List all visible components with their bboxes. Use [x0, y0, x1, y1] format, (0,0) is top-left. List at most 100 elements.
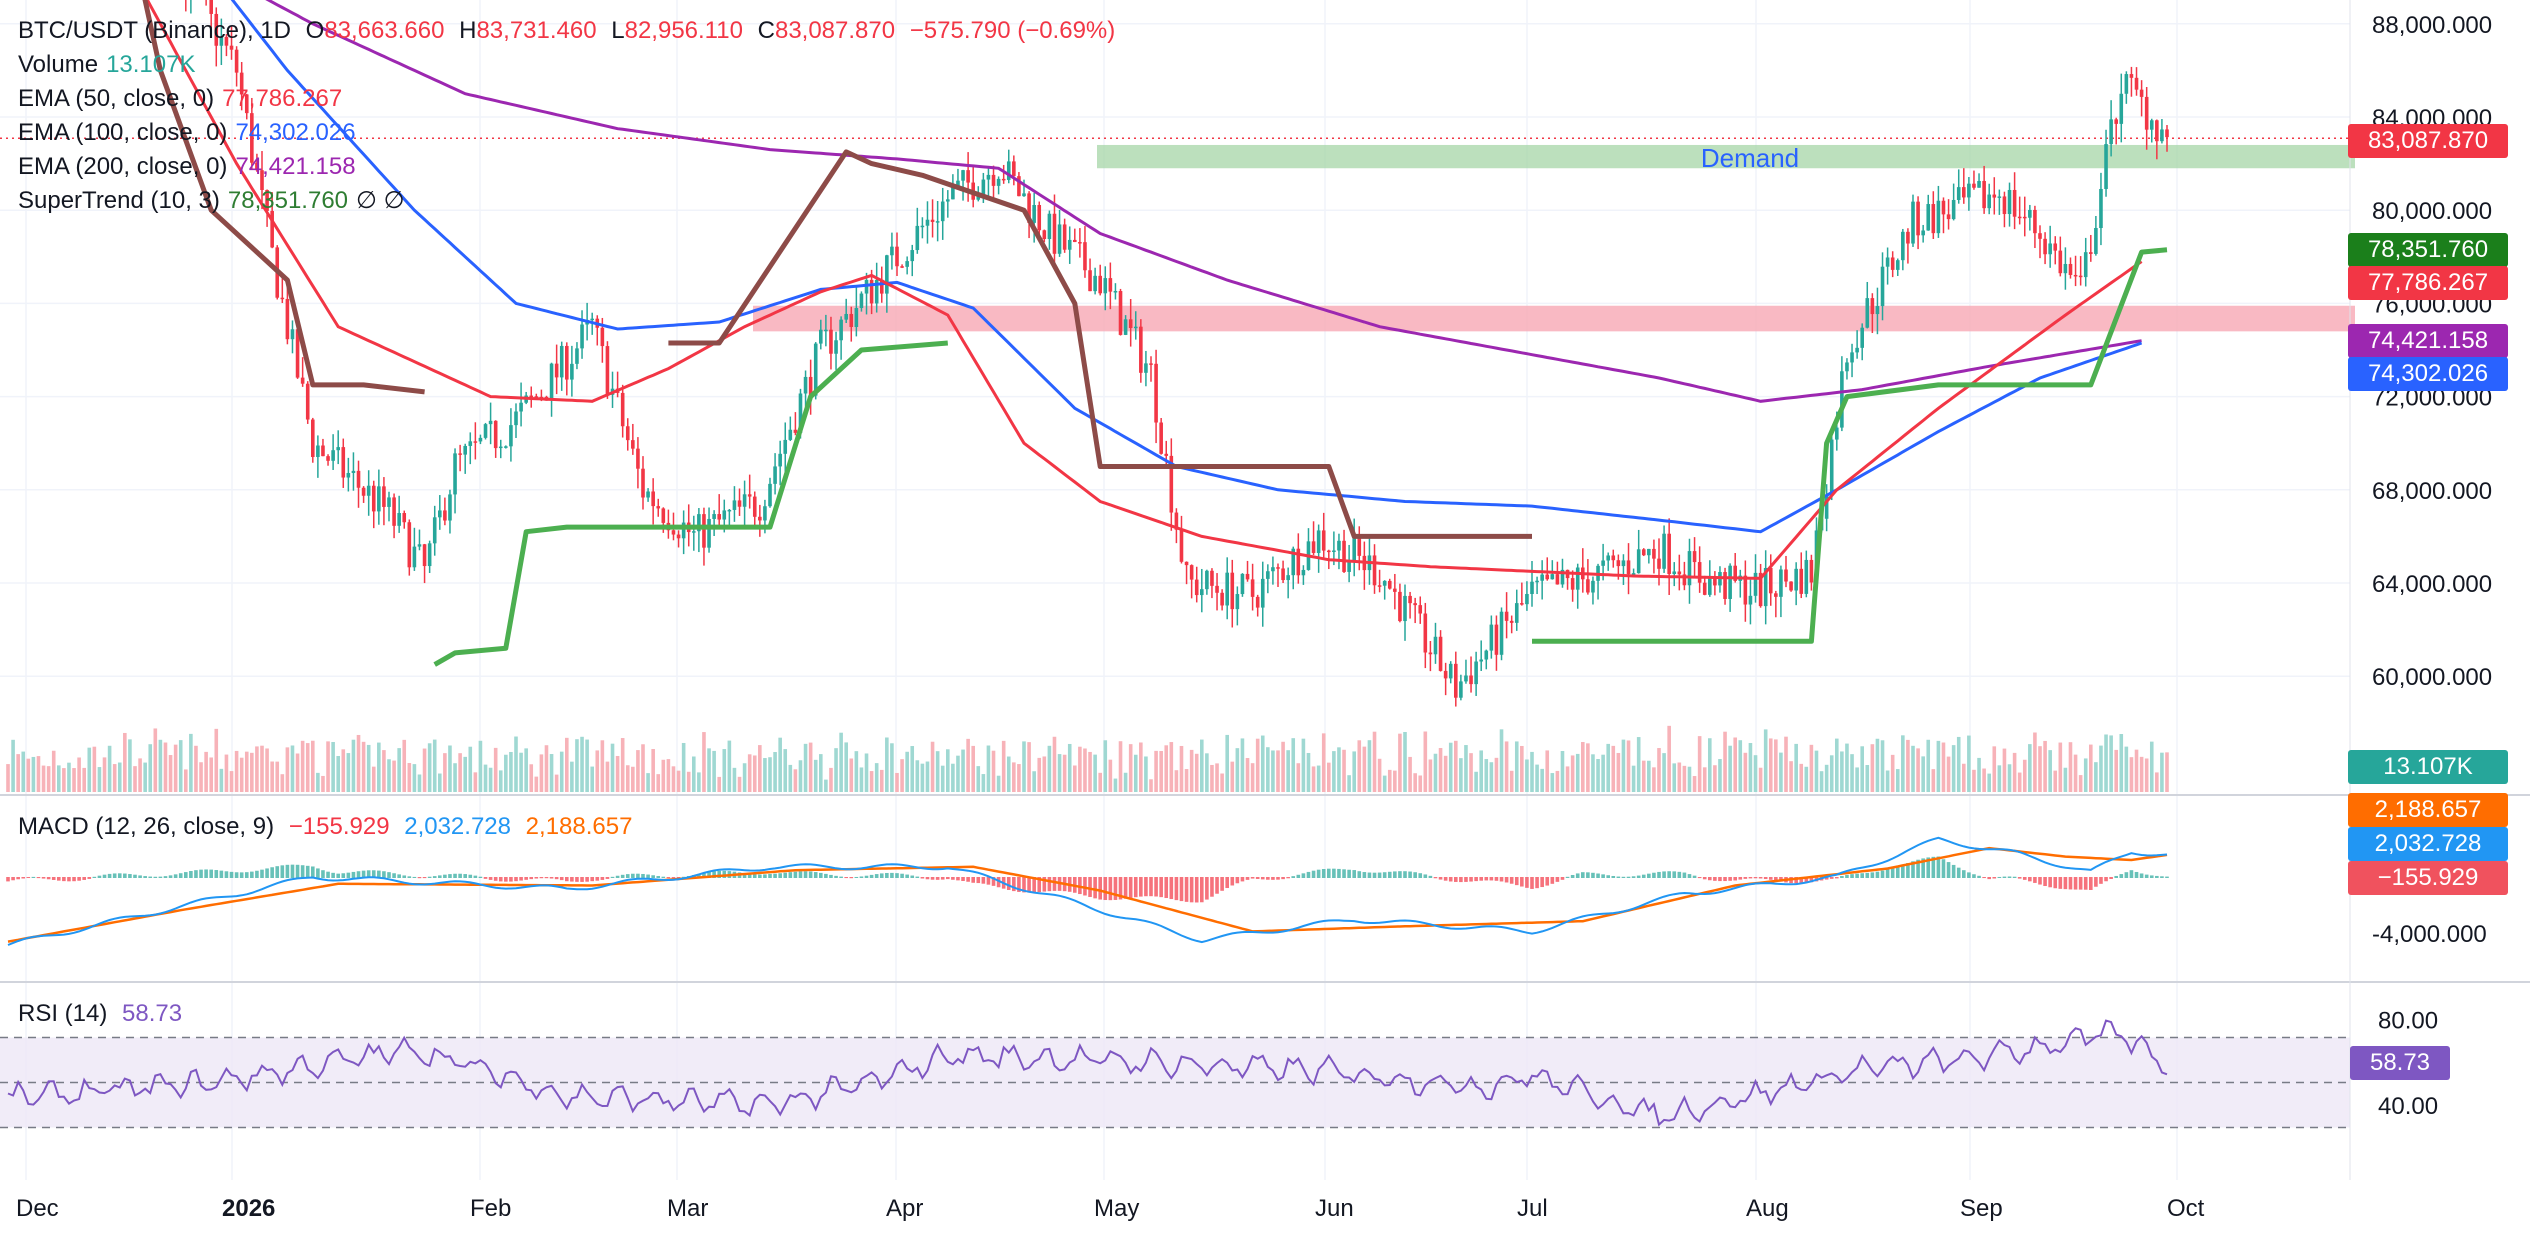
legend-volume[interactable]: Volume 13.107K [18, 48, 1123, 82]
rsi-legend[interactable]: RSI (14) 58.73 [18, 997, 190, 1031]
volume-bar [824, 779, 828, 792]
macd-hist-bar [133, 874, 137, 878]
volume-bar [123, 732, 127, 792]
volume-bar [270, 761, 274, 792]
macd-hist-bar [270, 867, 274, 878]
volume-bar [2078, 775, 2083, 792]
macd-hist-bar [971, 877, 975, 883]
macd-hist-bar [1682, 872, 1687, 878]
volume-bar [2139, 756, 2144, 792]
volume-bar [996, 775, 1001, 792]
high-value: 83,731.460 [476, 17, 597, 44]
candle-body [1784, 569, 1788, 582]
volume-bar [1347, 775, 1351, 792]
candle-body [732, 500, 737, 510]
macd-hist-bar [1398, 871, 1402, 878]
volume-bar [1753, 755, 1758, 792]
macd-hist-bar [1987, 877, 1991, 880]
volume-bar [1037, 757, 1042, 792]
legend-ema200[interactable]: EMA (200, close, 0) 74,421.158 [18, 150, 1123, 184]
candle-body [1078, 242, 1082, 244]
macd-hist-bar [2155, 875, 2159, 878]
candle-body [1550, 574, 1555, 580]
macd-hist-bar [432, 876, 437, 878]
candle-body [1403, 595, 1407, 622]
candle-body [321, 445, 325, 457]
symbol-title[interactable]: BTC/USDT (Binance), 1D [18, 17, 291, 44]
volume-bar [1509, 770, 1514, 792]
ema50-value: 77,786.267 [222, 85, 343, 112]
candle-body [311, 419, 315, 458]
macd-hist-bar [1098, 877, 1102, 900]
candle-body [956, 180, 960, 188]
macd-hist-bar [1235, 877, 1240, 884]
macd-hist-bar [615, 875, 620, 878]
macd-hist-bar [1332, 868, 1336, 878]
macd-hist-bar [1027, 877, 1031, 893]
macd-legend[interactable]: MACD (12, 26, close, 9) −155.929 2,032.7… [18, 810, 640, 844]
candle-body [631, 440, 635, 449]
macd-hist-bar [6, 877, 10, 882]
volume-bar [2028, 744, 2032, 792]
legend-supertrend[interactable]: SuperTrend (10, 3) 78,351.760 ∅ ∅ [18, 184, 1123, 218]
main-legend: BTC/USDT (Binance), 1D O83,663.660 H83,7… [18, 14, 1123, 218]
macd-hist-bar [920, 877, 925, 879]
macd-hist-bar [951, 877, 955, 880]
volume-bar [1006, 756, 1011, 792]
candle-body [1113, 291, 1118, 293]
candle-body [1057, 224, 1062, 254]
candle-body [1311, 541, 1316, 553]
macd-hist-bar [707, 871, 711, 878]
macd-hist-bar [117, 873, 122, 878]
legend-ema100[interactable]: EMA (100, close, 0) 74,302.026 [18, 116, 1123, 150]
candle-body [2149, 120, 2154, 130]
candle-body [803, 376, 808, 394]
volume-bar [1697, 736, 1702, 792]
candle-body [1865, 298, 1870, 328]
volume-bar [1017, 764, 1021, 792]
candle-body [641, 468, 645, 498]
time-tick-label: Feb [470, 1195, 511, 1222]
legend-ema50[interactable]: EMA (50, close, 0) 77,786.267 [18, 82, 1123, 116]
candle-body [1692, 551, 1697, 563]
volume-bar [1332, 751, 1336, 792]
candle-body [2043, 238, 2047, 255]
macd-hist-bar [1753, 877, 1758, 879]
candle-body [458, 453, 462, 455]
candle-body [463, 445, 467, 455]
macd-hist-bar [275, 866, 280, 878]
candle-body [422, 544, 427, 567]
volume-bar [1382, 775, 1387, 792]
volume-bar [1316, 765, 1321, 792]
candle-body [1017, 176, 1021, 197]
macd-hist-bar [382, 871, 386, 878]
macd-hist-bar [1372, 872, 1377, 878]
candle-body [1520, 603, 1524, 605]
ema100-value: 74,302.026 [235, 119, 356, 146]
ohlc-row: BTC/USDT (Binance), 1D O83,663.660 H83,7… [18, 14, 1123, 48]
macd-hist-bar [1387, 871, 1392, 878]
candle-body [1768, 567, 1773, 594]
candle-body [879, 279, 884, 294]
macd-hist-bar [72, 877, 76, 882]
macd-hist-bar [2068, 877, 2073, 890]
rsi-tag: 58.73 [2350, 1046, 2450, 1080]
candle-body [2063, 263, 2068, 274]
volume-bar [1255, 738, 1260, 792]
candle-body [1423, 613, 1428, 653]
macd-hist-bar [580, 877, 584, 882]
volume-bar [951, 763, 955, 792]
volume-bar [1809, 744, 1814, 792]
volume-bar [316, 772, 320, 792]
macd-hist-bar [1875, 871, 1880, 878]
candle-body [890, 246, 894, 256]
volume-bar [82, 767, 86, 792]
volume-bar [2033, 732, 2037, 792]
macd-hist-bar [300, 865, 305, 878]
volume-bar [1875, 738, 1880, 792]
macd-hist-bar [1093, 877, 1097, 899]
candle-body [788, 429, 793, 440]
candle-body [1230, 572, 1235, 610]
candle-body [1205, 570, 1209, 590]
